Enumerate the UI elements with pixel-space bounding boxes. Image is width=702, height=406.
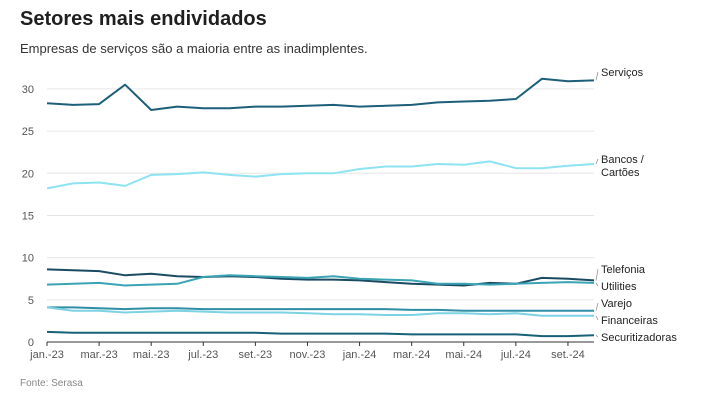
label-leader — [595, 158, 599, 165]
chart-subtitle: Empresas de serviços são a maioria entre… — [20, 41, 368, 56]
y-tick-label: 25 — [22, 126, 34, 138]
x-tick-label: mai.-23 — [133, 349, 170, 361]
y-tick-label: 5 — [28, 295, 34, 307]
x-tick-label: mar.-24 — [393, 349, 430, 361]
label-leader — [595, 302, 599, 311]
chart-title: Setores mais endividados — [20, 8, 267, 30]
x-tick-label: jul.-24 — [500, 349, 531, 361]
source-note: Fonte: Serasa — [20, 378, 83, 389]
x-tick-label: mar.-23 — [80, 349, 117, 361]
y-tick-label: 10 — [22, 253, 34, 265]
x-tick-label: jul.-23 — [187, 349, 218, 361]
series-line-servi-os — [46, 77, 595, 111]
y-tick-label: 30 — [22, 84, 34, 96]
series-label: Telefonia — [601, 264, 646, 276]
series-label: Utilities — [601, 281, 637, 293]
series-labels: Serviços Bancos /Cartões Telefonia Utilitie… — [595, 67, 677, 344]
series-label: Bancos / — [601, 154, 645, 166]
label-leader — [595, 315, 599, 321]
x-tick-label: set.-24 — [551, 349, 585, 361]
series-line-financeiras — [46, 306, 594, 317]
x-tick-label: jan.-24 — [342, 349, 377, 361]
series-label: Varejo — [601, 298, 632, 310]
label-leader — [595, 268, 599, 281]
x-tick-label: set.-23 — [239, 349, 273, 361]
x-axis-ticks: jan.-23 mar.-23 mai.-23 jul.-23 set.-23 nov.-… — [29, 342, 585, 361]
series-line-varejo — [47, 306, 594, 312]
series-line-bancos-cart-es — [46, 160, 595, 190]
y-tick-label: 0 — [28, 337, 34, 349]
y-tick-label: 15 — [22, 210, 34, 222]
series-label: Securitizadoras — [601, 332, 677, 344]
x-tick-label: mai.-24 — [445, 349, 482, 361]
y-tick-label: 20 — [22, 168, 34, 180]
y-axis-ticks: 0 5 10 15 20 25 30 — [22, 84, 34, 349]
series-label: Cartões — [601, 167, 640, 179]
label-leader — [595, 282, 599, 287]
series-label: Serviços — [601, 67, 644, 79]
series-label: Financeiras — [601, 315, 658, 327]
gridlines — [47, 88, 594, 343]
label-leader — [595, 334, 599, 338]
series-line-utilities — [46, 274, 595, 287]
label-leader — [595, 71, 599, 81]
x-tick-label: jan.-23 — [29, 349, 64, 361]
x-tick-label: nov.-23 — [290, 349, 326, 361]
series-line-securitizadoras — [46, 330, 595, 338]
series-lines — [46, 77, 595, 338]
